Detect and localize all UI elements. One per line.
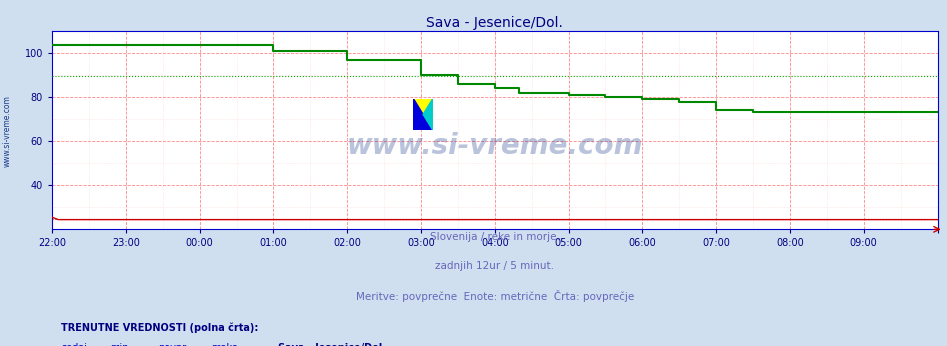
Text: sedaj:: sedaj: xyxy=(61,343,90,346)
Text: www.si-vreme.com: www.si-vreme.com xyxy=(347,132,643,160)
Text: www.si-vreme.com: www.si-vreme.com xyxy=(3,95,12,167)
Text: TRENUTNE VREDNOSTI (polna črta):: TRENUTNE VREDNOSTI (polna črta): xyxy=(61,322,259,333)
Text: Meritve: povprečne  Enote: metrične  Črta: povprečje: Meritve: povprečne Enote: metrične Črta:… xyxy=(356,290,634,302)
Text: zadnjih 12ur / 5 minut.: zadnjih 12ur / 5 minut. xyxy=(436,261,554,271)
Text: min.:: min.: xyxy=(110,343,134,346)
Text: maks.:: maks.: xyxy=(211,343,244,346)
Title: Sava - Jesenice/Dol.: Sava - Jesenice/Dol. xyxy=(426,16,563,30)
Text: Slovenija / reke in morje.: Slovenija / reke in morje. xyxy=(430,231,560,242)
Text: povpr.:: povpr.: xyxy=(158,343,192,346)
Text: Sava - Jesenice/Dol.: Sava - Jesenice/Dol. xyxy=(277,343,385,346)
